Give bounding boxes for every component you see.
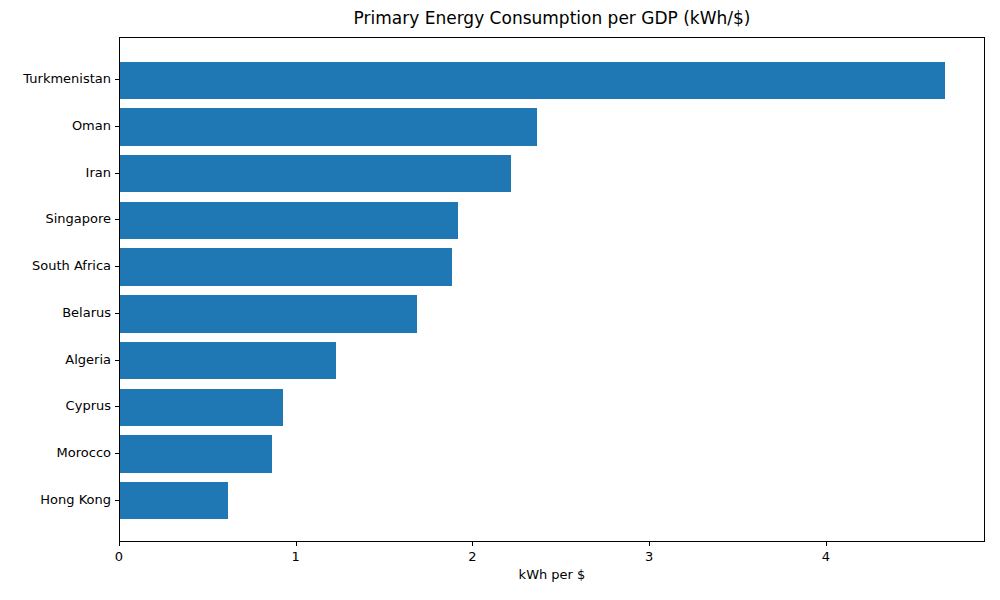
- y-tick-mark: [115, 173, 119, 174]
- x-tick-mark: [119, 542, 120, 546]
- y-tick-label: Turkmenistan: [23, 71, 111, 86]
- bar-south-africa: [120, 248, 452, 285]
- x-tick-label: 1: [292, 549, 300, 564]
- bar-cyprus: [120, 389, 283, 426]
- y-tick-mark: [115, 313, 119, 314]
- x-tick-mark: [826, 542, 827, 546]
- bar-belarus: [120, 295, 417, 332]
- bar-algeria: [120, 342, 336, 379]
- bar-oman: [120, 108, 537, 145]
- y-tick-label: Iran: [86, 165, 111, 180]
- y-tick-label: Singapore: [45, 211, 111, 226]
- plot-area: [119, 37, 985, 542]
- x-tick-label: 4: [822, 549, 830, 564]
- x-tick-label: 2: [468, 549, 476, 564]
- bar-chart-figure: Primary Energy Consumption per GDP (kWh/…: [0, 0, 1000, 600]
- y-tick-label: South Africa: [32, 258, 111, 273]
- bar-hong-kong: [120, 482, 228, 519]
- y-tick-mark: [115, 219, 119, 220]
- bar-iran: [120, 155, 511, 192]
- y-tick-mark: [115, 500, 119, 501]
- x-tick-label: 3: [645, 549, 653, 564]
- y-tick-mark: [115, 360, 119, 361]
- x-axis-label: kWh per $: [119, 567, 985, 582]
- y-tick-label: Algeria: [65, 352, 111, 367]
- y-tick-mark: [115, 126, 119, 127]
- bar-turkmenistan: [120, 62, 945, 99]
- y-tick-mark: [115, 406, 119, 407]
- x-tick-mark: [296, 542, 297, 546]
- y-tick-mark: [115, 79, 119, 80]
- bar-singapore: [120, 202, 458, 239]
- y-tick-mark: [115, 453, 119, 454]
- y-tick-mark: [115, 266, 119, 267]
- y-tick-label: Cyprus: [66, 398, 111, 413]
- y-tick-label: Hong Kong: [40, 492, 111, 507]
- x-tick-mark: [649, 542, 650, 546]
- x-tick-label: 0: [115, 549, 123, 564]
- bar-morocco: [120, 435, 272, 472]
- y-tick-label: Oman: [72, 118, 111, 133]
- chart-title: Primary Energy Consumption per GDP (kWh/…: [119, 8, 985, 28]
- y-tick-label: Belarus: [62, 305, 111, 320]
- x-tick-mark: [472, 542, 473, 546]
- y-tick-label: Morocco: [57, 445, 111, 460]
